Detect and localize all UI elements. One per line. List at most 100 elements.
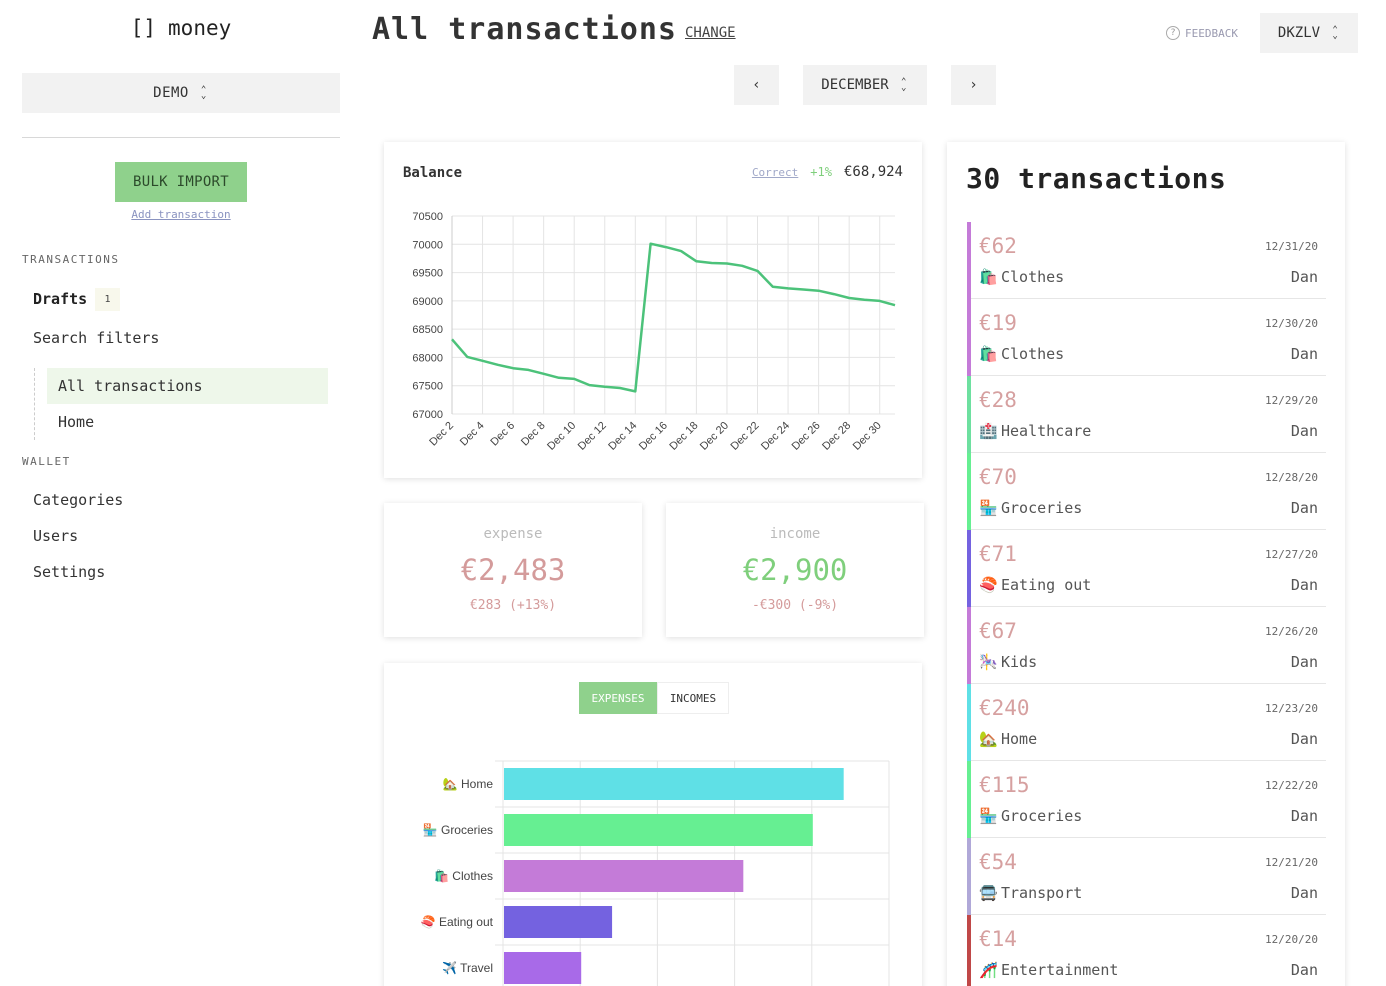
- transaction-amount: €14: [979, 927, 1017, 951]
- transaction-user: Dan: [1290, 268, 1318, 286]
- transaction-date: 12/20/20: [1265, 933, 1318, 946]
- transaction-row[interactable]: €70 12/28/20 🏪 Groceries Dan: [967, 453, 1326, 530]
- page-title: All transactions: [372, 12, 677, 47]
- transaction-user: Dan: [1290, 576, 1318, 594]
- transaction-date: 12/30/20: [1265, 317, 1318, 330]
- sidebar-divider: [22, 137, 340, 138]
- category-bar[interactable]: [504, 860, 744, 892]
- change-filter-link[interactable]: CHANGE: [685, 25, 736, 41]
- project-select-value: DEMO: [153, 85, 189, 101]
- transaction-date: 12/28/20: [1265, 471, 1318, 484]
- sidebar-item-all-transactions[interactable]: All transactions: [47, 368, 328, 404]
- category-color-bar: [967, 607, 971, 684]
- transaction-row[interactable]: €240 12/23/20 🏡 Home Dan: [967, 684, 1326, 761]
- category-bar[interactable]: [504, 952, 582, 984]
- transaction-row[interactable]: €14 12/20/20 🎢 Entertainment Dan: [967, 915, 1326, 986]
- transaction-row[interactable]: €19 12/30/20 🛍️ Clothes Dan: [967, 299, 1326, 376]
- category-color-bar: [967, 761, 971, 838]
- transaction-row[interactable]: €28 12/29/20 🏥 Healthcare Dan: [967, 376, 1326, 453]
- category-icon: 🏪: [979, 499, 998, 517]
- transaction-amount: €62: [979, 234, 1017, 258]
- transaction-date: 12/29/20: [1265, 394, 1318, 407]
- sidebar: [] money DEMO ⌃ ⌄ BULK IMPORT Add transact…: [0, 0, 362, 986]
- category-name: Clothes: [1001, 268, 1065, 286]
- category-icon: 🛍️: [979, 345, 998, 363]
- feedback-label: FEEDBACK: [1185, 26, 1238, 40]
- transaction-row[interactable]: €115 12/22/20 🏪 Groceries Dan: [967, 761, 1326, 838]
- user-select[interactable]: DKZLV ⌃ ⌄: [1260, 13, 1358, 53]
- bulk-import-button[interactable]: BULK IMPORT: [115, 162, 247, 202]
- x-tick-label: Dec 16: [637, 420, 670, 453]
- y-tick-label: 69500: [412, 268, 443, 280]
- sidebar-item-users[interactable]: Users: [33, 527, 79, 545]
- transaction-user: Dan: [1290, 499, 1318, 517]
- transaction-row[interactable]: €71 12/27/20 🍣 Eating out Dan: [967, 530, 1326, 607]
- project-select[interactable]: DEMO ⌃ ⌄: [22, 73, 340, 113]
- wallet-section-label: WALLET: [22, 455, 71, 468]
- logo-bracket: []: [130, 16, 157, 40]
- category-name: Transport: [1001, 884, 1083, 902]
- sidebar-item-settings[interactable]: Settings: [33, 563, 106, 581]
- category-name: Kids: [1001, 653, 1038, 671]
- category-color-bar: [967, 376, 971, 453]
- transaction-date: 12/27/20: [1265, 548, 1318, 561]
- category-color-bar: [967, 530, 971, 607]
- transaction-amount: €28: [979, 388, 1017, 412]
- category-axis-label: 🍣 Eating out: [421, 914, 494, 929]
- category-color-bar: [967, 299, 971, 376]
- x-tick-label: Dec 2: [427, 420, 456, 449]
- transactions-section-label: TRANSACTIONS: [22, 253, 120, 266]
- transaction-row[interactable]: €54 12/21/20 🚍 Transport Dan: [967, 838, 1326, 915]
- category-bar[interactable]: [504, 814, 813, 846]
- month-select[interactable]: DECEMBER ⌃ ⌄: [803, 65, 927, 105]
- y-tick-label: 69000: [412, 296, 443, 308]
- feedback-link[interactable]: ? FEEDBACK: [1166, 26, 1238, 40]
- next-month-button[interactable]: ›: [951, 65, 996, 105]
- sidebar-item-drafts[interactable]: Drafts: [33, 290, 88, 308]
- transaction-amount: €19: [979, 311, 1017, 335]
- x-tick-label: Dec 26: [790, 420, 823, 453]
- transaction-row[interactable]: €62 12/31/20 🛍️ Clothes Dan: [967, 222, 1326, 299]
- transaction-user: Dan: [1290, 730, 1318, 748]
- add-transaction-link[interactable]: Add transaction: [22, 208, 340, 221]
- y-tick-label: 68500: [412, 324, 443, 336]
- category-color-bar: [967, 222, 971, 299]
- x-tick-label: Dec 20: [698, 420, 731, 453]
- chevron-up-down-icon: ⌃ ⌄: [901, 77, 907, 93]
- app-logo[interactable]: [] money: [22, 16, 340, 40]
- category-icon: 🏡: [979, 730, 998, 748]
- category-icon: 🎢: [979, 961, 998, 979]
- prev-month-button[interactable]: ‹: [734, 65, 779, 105]
- x-tick-label: Dec 8: [519, 420, 548, 449]
- category-bar[interactable]: [504, 906, 613, 938]
- expense-value: €2,483: [460, 553, 566, 587]
- transaction-amount: €240: [979, 696, 1030, 720]
- balance-value: €68,924: [843, 164, 903, 180]
- category-color-bar: [967, 838, 971, 915]
- transaction-row[interactable]: €67 12/26/20 🎠 Kids Dan: [967, 607, 1326, 684]
- tab-incomes[interactable]: INCOMES: [657, 682, 729, 714]
- category-bar-chart: 🏡 Home 🏪 Groceries 🛍️ Clothes 🍣 Eating out ✈…: [421, 760, 890, 986]
- balance-series-line: [451, 242, 896, 393]
- y-tick-label: 67000: [412, 409, 443, 421]
- balance-card: Balance Correct +1% €68,924 67000 67500 68…: [384, 142, 922, 478]
- chevron-up-down-icon: ⌃ ⌄: [200, 85, 207, 101]
- sidebar-item-categories[interactable]: Categories: [33, 491, 124, 509]
- tab-expenses[interactable]: EXPENSES: [579, 682, 657, 714]
- chevron-right-icon: ›: [969, 77, 978, 93]
- category-color-bar: [967, 915, 971, 986]
- expense-label: expense: [483, 526, 543, 542]
- category-color-bar: [967, 684, 971, 761]
- x-tick-label: Dec 6: [488, 420, 517, 449]
- transaction-category: 🛍️ Clothes: [979, 268, 1064, 286]
- category-name: Eating out: [1001, 576, 1092, 594]
- correct-balance-link[interactable]: Correct: [751, 166, 799, 179]
- income-label: income: [769, 526, 821, 542]
- transaction-date: 12/26/20: [1265, 625, 1318, 638]
- sidebar-item-search-filters[interactable]: Search filters: [33, 329, 160, 347]
- category-breakdown-card: EXPENSES INCOMES 🏡 Home 🏪 Groceries 🛍️ Clo…: [384, 663, 922, 986]
- category-name: Groceries: [1001, 807, 1083, 825]
- category-name: Entertainment: [1001, 961, 1119, 979]
- sidebar-item-home-filter[interactable]: Home: [58, 413, 95, 431]
- category-bar[interactable]: [504, 768, 844, 800]
